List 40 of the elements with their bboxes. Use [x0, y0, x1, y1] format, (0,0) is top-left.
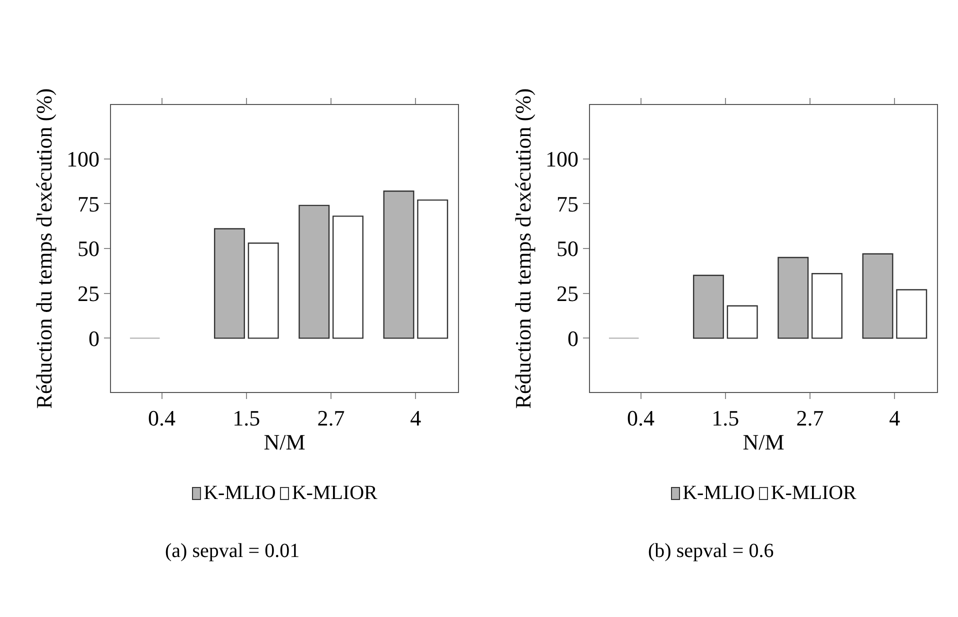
bar — [896, 289, 928, 339]
y-tick-label: 75 — [78, 191, 100, 216]
bar — [811, 273, 842, 339]
y-tick-label: 100 — [66, 146, 100, 172]
x-tick-label: 0.4 — [627, 406, 655, 430]
x-axis-title: N/M — [264, 429, 306, 454]
bar — [332, 216, 364, 339]
legend-label: K-MLIOR — [292, 482, 378, 505]
y-tick-label: 0 — [88, 326, 100, 351]
legend-label: K-MLIO — [682, 482, 755, 505]
y-tick-label: 25 — [556, 281, 578, 306]
bar — [726, 305, 758, 339]
bar — [214, 228, 245, 339]
bar — [778, 256, 809, 339]
x-tick-label: 4 — [889, 406, 900, 430]
legend-label: K-MLIOR — [770, 482, 856, 505]
y-tick-label: 50 — [556, 236, 578, 262]
y-axis-title: Réduction du temps d'exécution (%) — [31, 88, 56, 409]
y-axis-title: Réduction du temps d'exécution (%) — [510, 88, 536, 409]
x-tick-label: 2.7 — [317, 406, 345, 430]
x-axis-title: N/M — [742, 429, 784, 454]
y-tick-label: 50 — [78, 236, 100, 262]
bar — [383, 190, 414, 339]
x-tick-label: 0.4 — [148, 406, 176, 430]
text: (a) sepval = 0.01 — [165, 540, 300, 562]
text: (b) sepval = 0.6 — [648, 540, 774, 562]
bar — [298, 204, 330, 339]
y-tick-label: 0 — [568, 326, 578, 351]
x-tick-label: 1.5 — [712, 406, 740, 430]
y-tick-label: 100 — [546, 146, 578, 172]
bar — [248, 242, 279, 339]
bar — [862, 253, 894, 339]
y-tick-label: 25 — [78, 281, 100, 306]
bar — [692, 274, 724, 339]
x-tick-label: 1.5 — [232, 406, 260, 430]
x-tick-label: 4 — [410, 406, 422, 430]
x-tick-label: 2.7 — [796, 406, 824, 430]
bar — [417, 199, 448, 339]
y-tick-label: 75 — [556, 191, 578, 216]
legend-label: K-MLIO — [204, 482, 276, 505]
